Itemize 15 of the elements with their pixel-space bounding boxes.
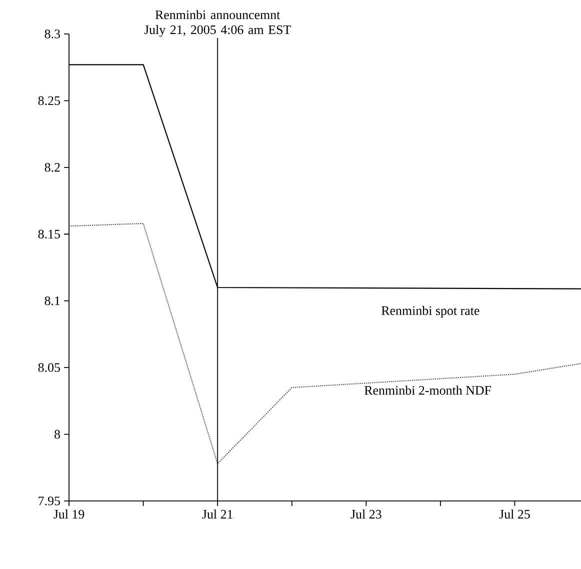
y-tick-label: 8.05 (38, 363, 60, 372)
y-tick-label: 8.1 (44, 296, 60, 306)
y-tick-label: 8.3 (44, 30, 60, 38)
y-tick-label: 8 (54, 430, 60, 439)
x-tick-label: Jul 19 (54, 510, 84, 519)
y-tick-label: 8.15 (38, 230, 60, 239)
y-tick-label: 7.95 (38, 496, 60, 506)
ref-line-label: Renminbi announcemnt July 21, 2005 4:06 am EST (144, 10, 291, 37)
series-label: Renminbi 2-month NDF (364, 386, 492, 395)
x-tick-label: Jul 23 (350, 510, 382, 519)
x-tick-label: Jul 25 (499, 510, 530, 519)
x-tick-label: Jul 21 (202, 510, 232, 519)
series-label: Renminbi spot rate (382, 306, 480, 318)
y-tick-label: 8.25 (38, 96, 60, 106)
y-tick-label: 8.2 (44, 163, 60, 172)
